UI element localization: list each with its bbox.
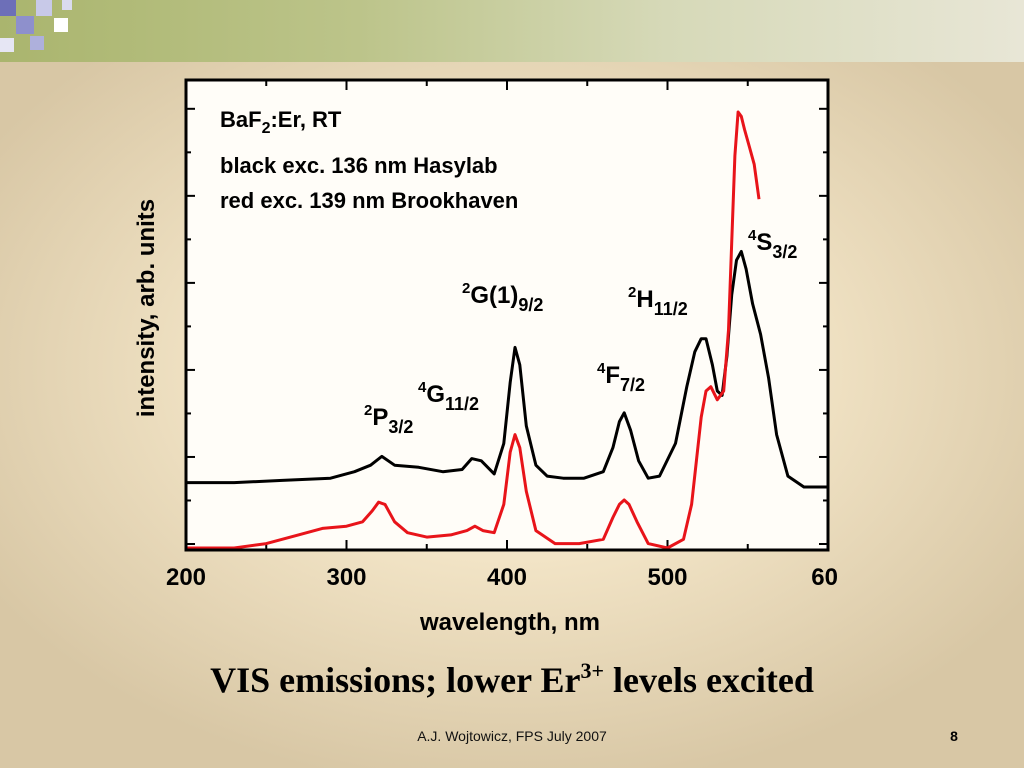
- annotation-host-material: BaF2:Er, RT: [220, 107, 342, 137]
- annotation-red-excitation: red exc. 139 nm Brookhaven: [220, 188, 518, 213]
- x-tick-label: 400: [487, 564, 527, 591]
- plot-frame: [184, 78, 830, 552]
- logo-square-5: [30, 36, 44, 50]
- slide-title: VIS emissions; lower Er3+ levels excited: [210, 658, 814, 700]
- logo-square-4: [54, 18, 68, 32]
- x-tick-label: 60: [811, 564, 838, 591]
- peak-label: 4S3/2: [748, 227, 797, 262]
- x-tick-label: 200: [166, 564, 206, 591]
- x-tick-label: 500: [647, 564, 687, 591]
- peak-label: 2H11/2: [628, 284, 688, 319]
- series-line-black: [186, 250, 828, 489]
- logo-square-6: [0, 38, 14, 52]
- x-tick-labels: 200 300 400 500 60: [166, 564, 838, 591]
- footer-text: A.J. Wojtowicz, FPS July 2007: [417, 728, 607, 744]
- page-number: 8: [950, 728, 958, 744]
- logo-square-1: [0, 0, 16, 16]
- y-axis-label: intensity, arb. units: [133, 199, 160, 417]
- peak-label: 2G(1)9/2: [462, 280, 543, 315]
- series-line-red: [186, 110, 761, 550]
- annotation-black-excitation: black exc. 136 nm Hasylab: [220, 153, 498, 178]
- peak-label: 2P3/2: [364, 402, 413, 437]
- logo-square-2: [16, 16, 34, 34]
- logo-square-3: [36, 0, 52, 16]
- x-axis-label: wavelength, nm: [419, 609, 600, 636]
- x-tick-label: 300: [326, 564, 366, 591]
- logo-square-7: [62, 0, 72, 10]
- header-band: [0, 0, 1024, 62]
- peak-label: 4G11/2: [418, 379, 479, 414]
- peak-label: 4F7/2: [597, 360, 645, 395]
